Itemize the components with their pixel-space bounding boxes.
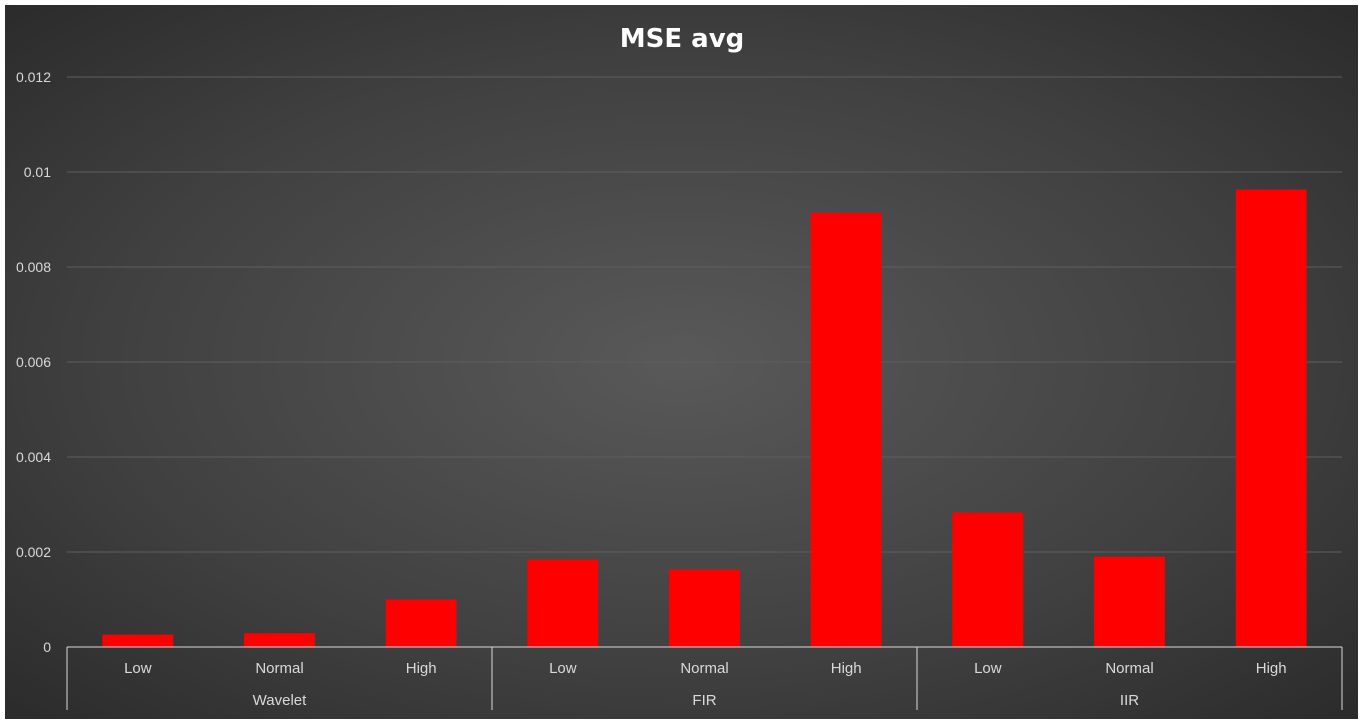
x-axis-category-labels: Low Normal High Low Normal High Low Normal High [124,660,1287,677]
y-tick-label: 0.012 [16,69,51,85]
x-category-label: High [406,660,437,677]
x-category-label: Low [974,660,1002,677]
y-tick-label: 0.008 [16,259,51,275]
bar [244,633,315,647]
bar [669,569,740,647]
x-group-label: FIR [692,692,716,709]
x-category-label: High [831,660,862,677]
x-category-label: Low [549,660,577,677]
bar [1235,189,1307,647]
bar [810,212,882,647]
bar [1094,556,1165,647]
bar [102,634,174,647]
chart-title: MSE avg [620,24,745,54]
y-tick-label: 0 [43,639,51,655]
bar [385,599,457,647]
x-category-label: Normal [680,660,728,677]
y-tick-label: 0.004 [16,449,51,465]
y-tick-label: 0.002 [16,544,51,560]
y-tick-label: 0.01 [24,164,51,180]
x-group-label: Wavelet [253,692,307,709]
y-tick-label: 0.006 [16,354,51,370]
y-axis-tick-labels: 0 0.002 0.004 0.006 0.008 0.01 0.012 [16,69,51,655]
x-axis-group-labels: Wavelet FIR IIR [253,692,1140,709]
bars [102,189,1307,647]
x-category-label: High [1256,660,1287,677]
x-axis [66,646,1343,710]
x-category-label: Normal [255,660,303,677]
bar [952,512,1024,647]
x-group-label: IIR [1120,692,1139,709]
gridlines [67,76,1342,553]
bar [527,559,599,647]
x-category-label: Low [124,660,152,677]
chart-area[interactable]: MSE avg 0 0.002 0.004 0.006 0.008 0.01 0.012 L… [5,5,1358,719]
x-category-label: Normal [1105,660,1153,677]
bar-chart: MSE avg 0 0.002 0.004 0.006 0.008 0.01 0.012 L… [16,24,1343,710]
